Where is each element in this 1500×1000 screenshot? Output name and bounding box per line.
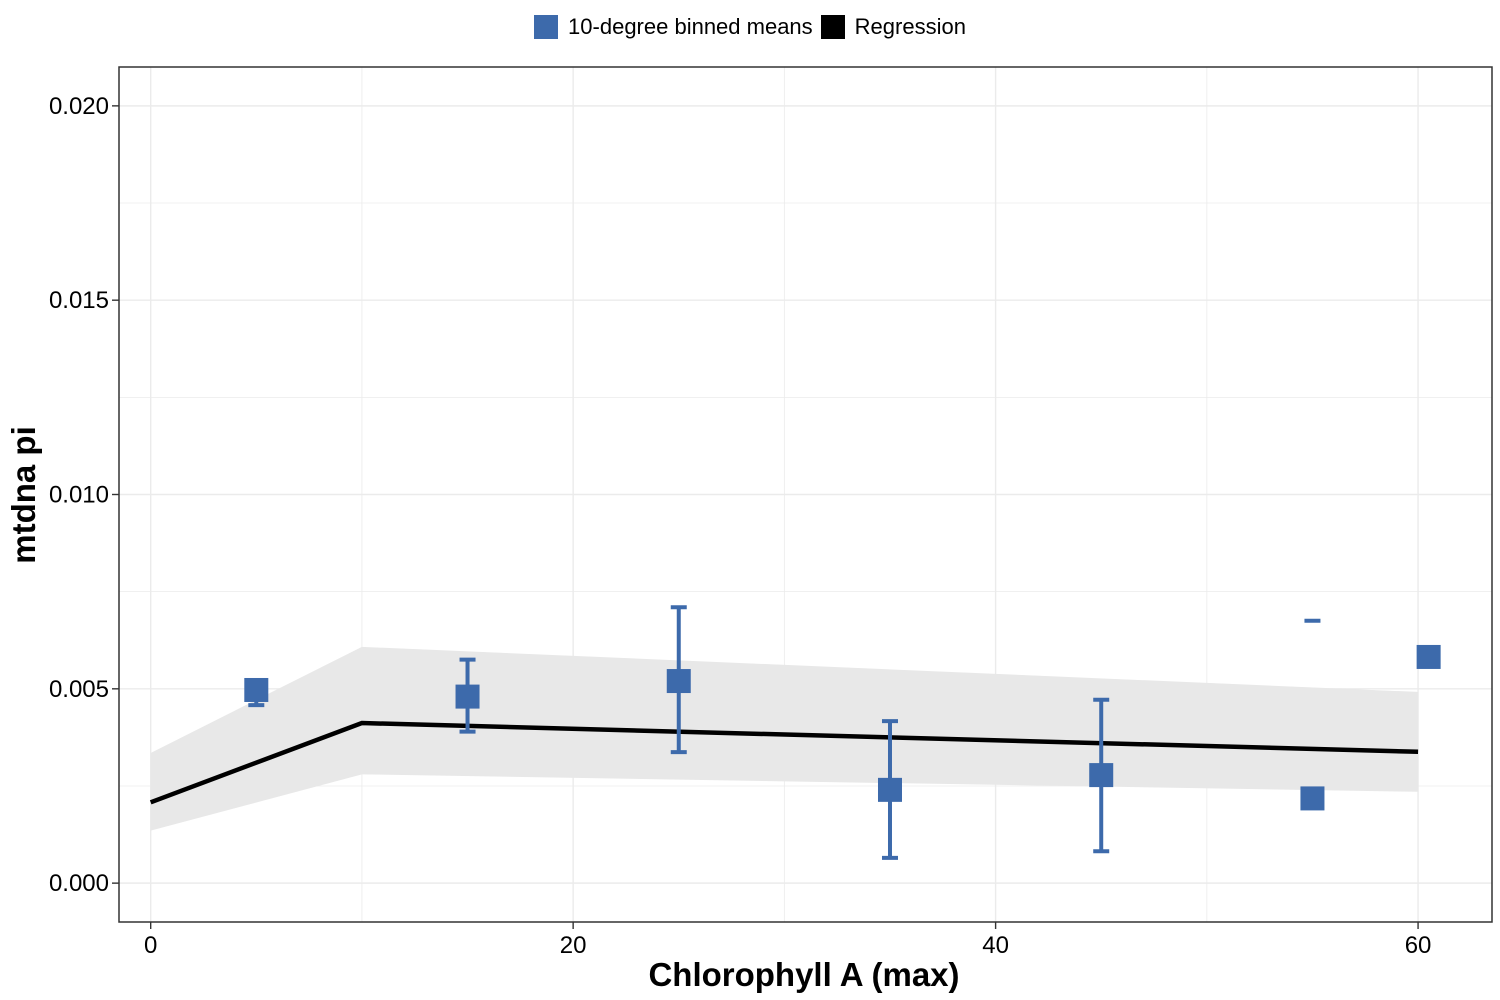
y-tick-label: 0.020 bbox=[49, 93, 109, 120]
x-tick-label: 20 bbox=[560, 932, 587, 959]
x-axis: 0 20 40 60 bbox=[144, 922, 1431, 959]
binned-mean-point bbox=[455, 684, 480, 709]
y-tick-label: 0.015 bbox=[49, 287, 109, 314]
regression-line-layer bbox=[149, 720, 1419, 805]
legend-label-regression: Regression bbox=[854, 14, 966, 39]
y-axis: 0.000 0.005 0.010 0.015 0.020 bbox=[49, 93, 119, 897]
legend-item-regression: Regression bbox=[820, 14, 966, 40]
binned-mean-point bbox=[1300, 786, 1325, 811]
legend-swatch-binned-means bbox=[534, 15, 559, 39]
binned-mean-point bbox=[1416, 644, 1441, 669]
binned-mean-point bbox=[877, 777, 902, 802]
y-tick-label: 0.005 bbox=[49, 676, 109, 703]
binned-mean-point bbox=[244, 677, 269, 702]
x-tick-label: 60 bbox=[1405, 932, 1432, 959]
binned-mean-point bbox=[666, 669, 691, 694]
x-tick-label: 0 bbox=[144, 932, 157, 959]
y-tick-label: 0.010 bbox=[49, 482, 109, 509]
grid bbox=[119, 67, 1492, 922]
legend-item-binned-means: 10-degree binned means bbox=[534, 14, 813, 40]
binned-mean-point bbox=[1089, 763, 1114, 788]
legend-label-binned-means: 10-degree binned means bbox=[568, 14, 813, 39]
regression-line bbox=[149, 720, 1419, 805]
binned-means-layer bbox=[244, 605, 1441, 860]
y-tick-label: 0.000 bbox=[49, 870, 109, 897]
y-axis-title: mtdna pi bbox=[5, 426, 42, 564]
legend: 10-degree binned means Regression bbox=[0, 14, 1500, 40]
x-tick-label: 40 bbox=[982, 932, 1009, 959]
x-axis-title: Chlorophyll A (max) bbox=[648, 956, 959, 993]
legend-swatch-regression bbox=[820, 15, 845, 39]
